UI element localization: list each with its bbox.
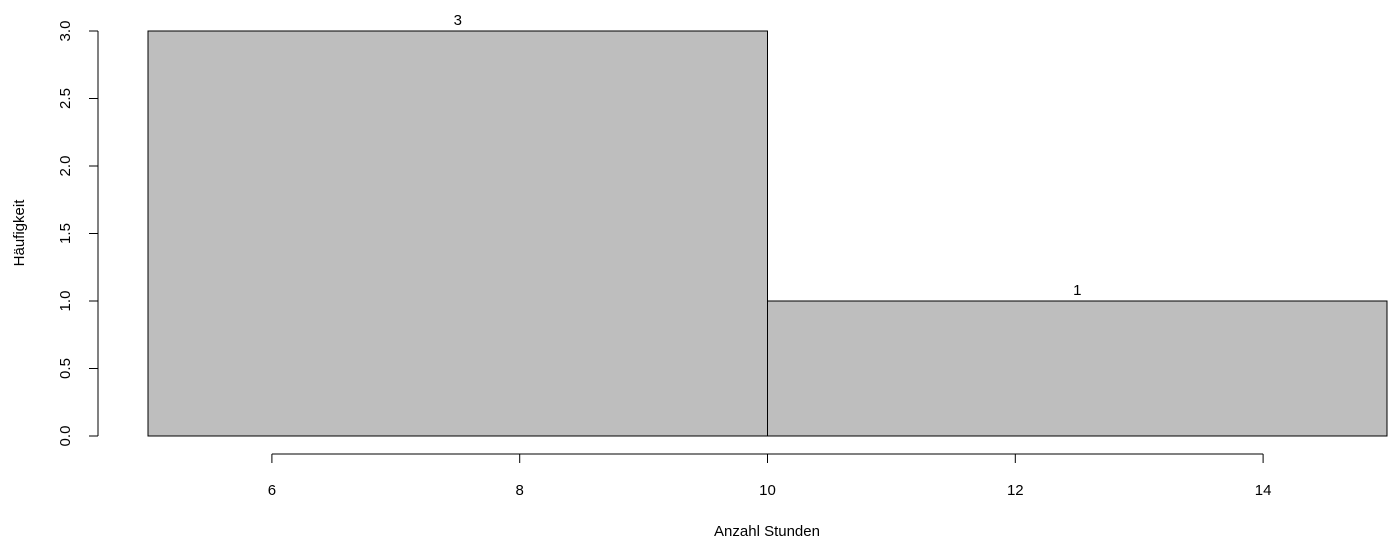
histogram-bar-0 bbox=[147, 30, 768, 437]
bars-group bbox=[147, 30, 1388, 437]
x-axis: 6 8 10 12 14 bbox=[268, 453, 1272, 499]
x-tick-label: 8 bbox=[516, 482, 524, 499]
x-tick-label: 12 bbox=[1007, 482, 1024, 499]
y-tick-label: 3.0 bbox=[57, 21, 74, 42]
bar-value-label-1: 1 bbox=[1073, 282, 1081, 299]
y-tick-label: 1.0 bbox=[57, 291, 74, 312]
histogram-bar-1 bbox=[767, 300, 1388, 437]
x-tick-label: 6 bbox=[268, 482, 276, 499]
y-tick-label: 0.5 bbox=[57, 358, 74, 379]
y-axis: 0.0 0.5 1.0 1.5 2.0 2.5 3.0 bbox=[57, 21, 99, 447]
y-tick-label: 2.0 bbox=[57, 156, 74, 177]
bar-labels-group: 31 bbox=[454, 12, 1082, 299]
x-tick-label: 14 bbox=[1255, 482, 1272, 499]
x-axis-title: Anzahl Stunden bbox=[714, 523, 820, 540]
x-tick-label: 10 bbox=[759, 482, 776, 499]
y-axis-title: Häufigkeit bbox=[11, 199, 28, 267]
y-tick-label: 1.5 bbox=[57, 223, 74, 244]
y-tick-label: 2.5 bbox=[57, 88, 74, 109]
bar-value-label-0: 3 bbox=[454, 12, 462, 29]
y-tick-label: 0.0 bbox=[57, 426, 74, 447]
